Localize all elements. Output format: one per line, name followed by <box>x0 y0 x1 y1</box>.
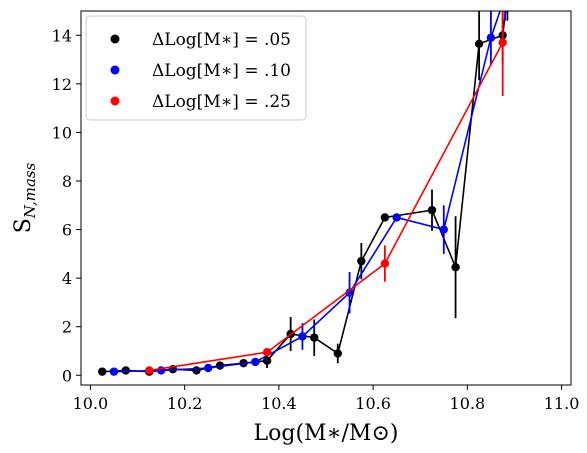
x-axis: 10.0 10.2 10.4 10.6 10.8 11.0 <box>73 385 580 413</box>
x-tick-label: 10.6 <box>355 394 391 413</box>
data-point <box>503 0 511 1</box>
y-tick-label: 2 <box>62 318 72 337</box>
y-tick-label: 12 <box>52 75 72 94</box>
series-2 <box>109 0 509 376</box>
data-layer <box>98 0 511 376</box>
data-point <box>439 225 448 234</box>
legend-label: ΔLog[M∗] = .10 <box>152 61 291 81</box>
y-tick-label: 8 <box>62 172 72 191</box>
y-tick-label: 0 <box>62 366 72 385</box>
legend-marker <box>110 34 120 44</box>
x-tick-label: 10.4 <box>261 394 297 413</box>
data-point <box>498 38 507 47</box>
data-point <box>451 263 460 272</box>
data-point <box>262 356 272 365</box>
data-point <box>380 213 390 222</box>
data-point <box>427 205 437 215</box>
y-axis-label: SN,mass <box>11 162 39 233</box>
legend-marker <box>110 96 120 106</box>
y-tick-label: 14 <box>52 26 72 45</box>
y-tick-label: 4 <box>62 269 72 288</box>
data-point <box>121 366 130 375</box>
data-point <box>98 367 107 376</box>
x-tick-label: 10.0 <box>73 394 109 413</box>
y-tick-label: 10 <box>52 123 72 142</box>
plot-frame <box>80 10 572 386</box>
data-point <box>145 366 154 375</box>
x-tick-label: 11.0 <box>544 394 580 413</box>
series-line <box>113 11 501 373</box>
data-point <box>109 367 119 376</box>
data-point <box>251 357 260 367</box>
y-tick-label: 6 <box>62 221 72 240</box>
data-point <box>215 361 225 370</box>
data-point <box>192 366 201 375</box>
data-point <box>501 0 509 1</box>
data-point <box>333 349 342 358</box>
data-point <box>474 39 484 48</box>
data-point <box>310 333 319 342</box>
data-point <box>357 256 366 266</box>
series-3 <box>145 11 507 375</box>
legend-marker <box>110 65 120 75</box>
legend: ΔLog[M∗] = .05 ΔLog[M∗] = .10 ΔLog[M∗] = .… <box>85 15 307 121</box>
data-point <box>298 332 307 341</box>
data-point <box>380 259 390 268</box>
x-tick-label: 10.2 <box>167 394 203 413</box>
legend-label: ΔLog[M∗] = .25 <box>152 92 291 112</box>
data-point <box>204 363 213 373</box>
x-tick-label: 10.8 <box>450 394 486 413</box>
x-axis-label: Log(M∗/M⊙) <box>254 421 399 446</box>
data-point <box>345 288 354 297</box>
y-axis: 0 2 4 6 8 10 12 14 <box>52 26 81 385</box>
data-point <box>262 348 272 357</box>
legend-box <box>85 15 307 121</box>
legend-label: ΔLog[M∗] = .05 <box>152 30 291 50</box>
series-line <box>149 42 504 372</box>
data-point <box>486 33 496 42</box>
data-point <box>392 213 401 222</box>
